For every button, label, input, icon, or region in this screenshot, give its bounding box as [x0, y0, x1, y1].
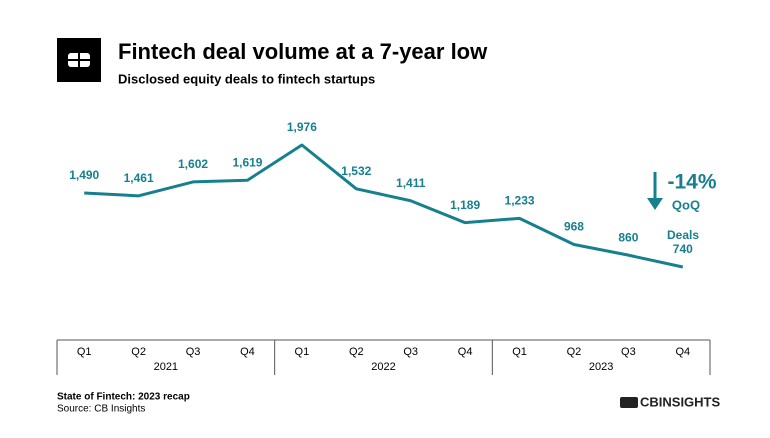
- x-tick-label: Q3: [186, 346, 201, 358]
- data-label: 1,619: [232, 155, 262, 169]
- footer-title: State of Fintech: 2023 recap: [57, 392, 190, 403]
- group-label: 2022: [371, 361, 395, 373]
- change-period: QoQ: [672, 197, 700, 212]
- group-label: 2021: [154, 361, 178, 373]
- x-tick-label: Q4: [458, 346, 473, 358]
- data-label: 1,490: [69, 168, 99, 182]
- x-tick-label: Q2: [131, 346, 146, 358]
- chart-subtitle: Disclosed equity deals to fintech startu…: [118, 71, 375, 86]
- data-label: 1,602: [178, 157, 208, 171]
- source: Source: CB Insights: [57, 404, 145, 415]
- brand-icon: [620, 397, 638, 408]
- data-label: 860: [618, 230, 638, 244]
- data-label: 1,461: [124, 171, 154, 185]
- data-label: 740: [673, 242, 693, 256]
- data-label: 1,411: [396, 176, 426, 190]
- x-tick-label: Q4: [240, 346, 255, 358]
- change-label: -14%: [667, 171, 716, 194]
- x-tick-label: Q1: [512, 346, 527, 358]
- x-tick-label: Q3: [621, 346, 636, 358]
- x-tick-label: Q3: [403, 346, 418, 358]
- x-tick-label: Q4: [675, 346, 690, 358]
- data-label: 1,189: [450, 198, 480, 212]
- line: [84, 143, 684, 269]
- data-label: 1,532: [341, 164, 371, 178]
- brand: CBINSIGHTS: [640, 394, 721, 409]
- arrow-head: [647, 198, 663, 210]
- data-label: 1,976: [287, 120, 317, 134]
- x-tick-label: Q2: [567, 346, 582, 358]
- chart-title: Fintech deal volume at a 7-year low: [118, 39, 488, 64]
- group-label: 2023: [589, 361, 613, 373]
- x-tick-label: Q1: [295, 346, 310, 358]
- series-label: Deals: [667, 228, 699, 242]
- data-label: 1,233: [505, 194, 535, 208]
- x-tick-label: Q1: [77, 346, 92, 358]
- x-tick-label: Q2: [349, 346, 364, 358]
- data-label: 968: [564, 220, 584, 234]
